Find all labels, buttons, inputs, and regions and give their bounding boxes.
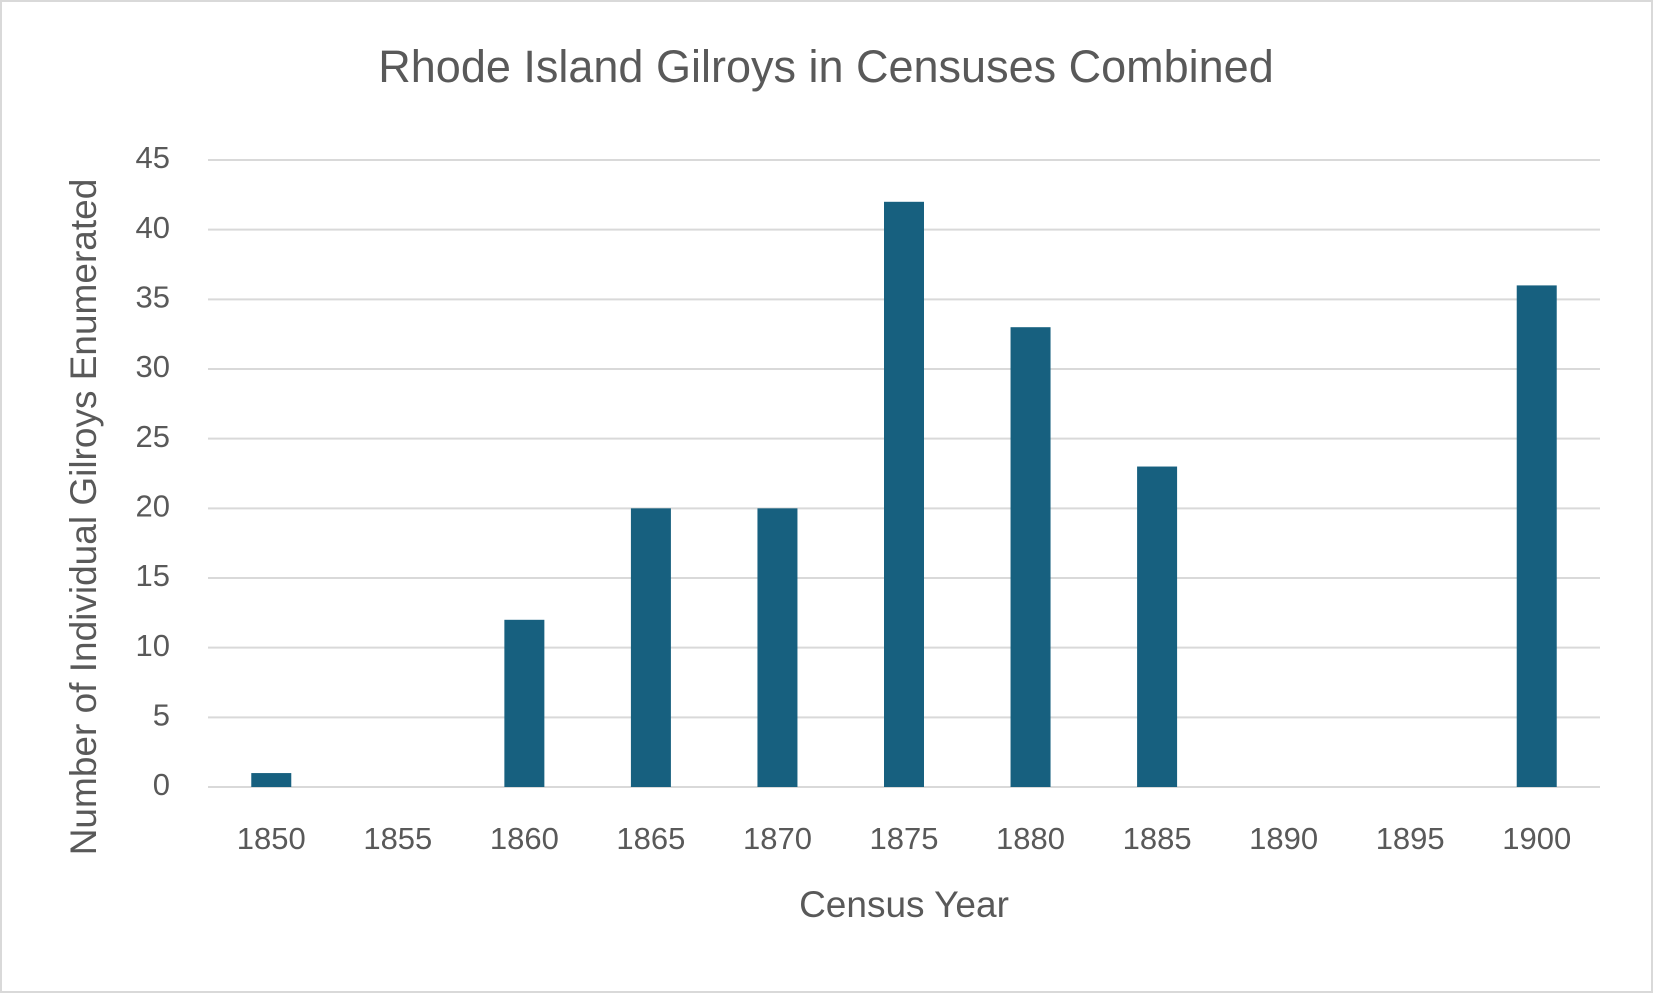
y-tick-label: 45	[136, 140, 170, 175]
y-axis-title: Number of Individual Gilroys Enumerated	[63, 179, 104, 856]
x-tick-label: 1855	[363, 821, 432, 856]
bar	[757, 508, 798, 787]
x-tick-label: 1865	[616, 821, 685, 856]
y-tick-label: 40	[136, 210, 170, 245]
y-tick-label: 35	[136, 280, 170, 315]
x-tick-label: 1860	[490, 821, 559, 856]
x-tick-label: 1885	[1123, 821, 1192, 856]
x-tick-label: 1890	[1249, 821, 1318, 856]
bar	[1516, 285, 1557, 787]
bar	[884, 201, 924, 788]
y-tick-label: 25	[136, 419, 170, 454]
x-tick-label: 1850	[237, 821, 306, 856]
x-tick-label: 1870	[743, 821, 812, 856]
bar	[251, 773, 292, 787]
chart-title: Rhode Island Gilroys in Censuses Combine…	[378, 41, 1273, 92]
y-tick-label: 15	[136, 558, 170, 593]
bar	[630, 508, 671, 787]
bar	[504, 619, 545, 787]
y-tick-label: 5	[153, 698, 170, 733]
bar	[1010, 327, 1051, 787]
y-tick-label: 20	[136, 489, 170, 524]
bar	[1137, 466, 1178, 787]
x-tick-label: 1900	[1502, 821, 1571, 856]
x-axis-title: Census Year	[799, 884, 1009, 925]
y-tick-label: 0	[153, 767, 170, 802]
y-tick-label: 30	[136, 349, 170, 384]
x-tick-label: 1895	[1376, 821, 1445, 856]
y-tick-label: 10	[136, 628, 170, 663]
x-tick-label: 1875	[870, 821, 939, 856]
x-tick-label: 1880	[996, 821, 1065, 856]
